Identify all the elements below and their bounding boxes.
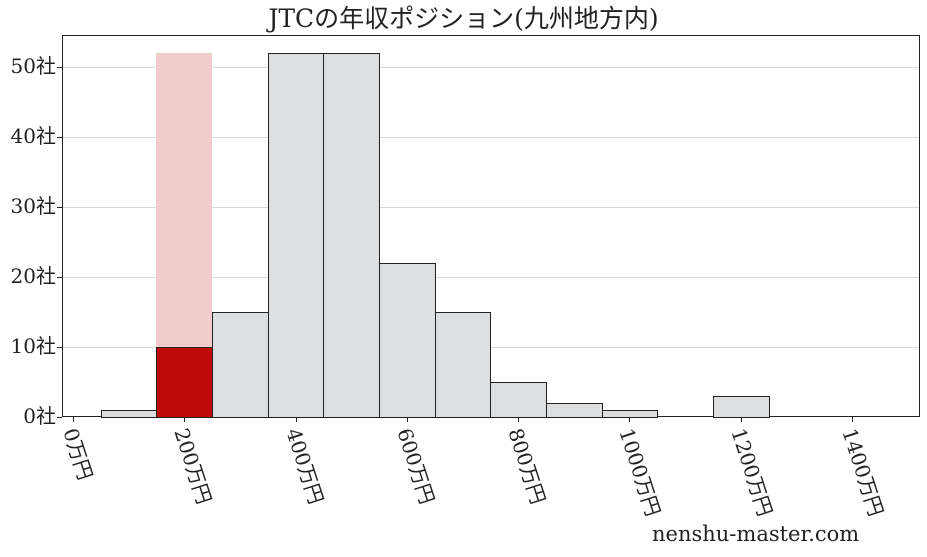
y-tick-mark [57, 207, 62, 208]
x-tick-label: 0万円 [58, 425, 98, 483]
x-tick-label: 1400万円 [837, 425, 889, 520]
gridline [63, 67, 919, 68]
y-tick-mark [57, 137, 62, 138]
x-tick-mark [184, 417, 186, 422]
x-tick-mark [295, 417, 297, 422]
y-tick-mark [57, 277, 62, 278]
x-tick-mark [629, 417, 631, 422]
chart-title: JTCの年収ポジション(九州地方内) [268, 4, 659, 33]
y-tick-label: 10社 [10, 334, 56, 358]
histogram-bar [545, 403, 603, 418]
x-tick-mark [406, 417, 408, 422]
histogram-bar [212, 312, 269, 418]
histogram-bar [100, 410, 158, 418]
x-tick-mark [852, 417, 853, 422]
x-tick-label: 800万円 [503, 425, 551, 508]
gridline [63, 207, 919, 208]
x-tick-label: 1000万円 [614, 425, 666, 520]
y-tick-label: 30社 [10, 194, 56, 218]
watermark: nenshu-master.com [652, 522, 860, 546]
histogram-bar-highlight [156, 347, 214, 418]
gridline [63, 137, 919, 138]
x-tick-label: 1200万円 [726, 425, 777, 520]
y-tick-label: 40社 [10, 124, 56, 148]
histogram-bar [712, 396, 770, 418]
y-tick-label: 50社 [10, 54, 56, 78]
histogram-bar [267, 53, 325, 418]
y-tick-mark [57, 67, 62, 68]
x-tick-mark [73, 417, 74, 422]
y-tick-mark [57, 417, 62, 418]
x-tick-mark [518, 417, 520, 422]
x-tick-label: 400万円 [280, 425, 328, 508]
gridline [63, 277, 919, 278]
y-tick-label: 20社 [10, 264, 56, 288]
y-tick-label: 0社 [23, 404, 56, 428]
y-tick-mark [57, 347, 62, 348]
histogram-bar [434, 312, 492, 418]
histogram-bar [379, 263, 436, 418]
histogram-bar [323, 53, 381, 418]
histogram-bar [490, 382, 547, 418]
x-tick-label: 600万円 [392, 425, 440, 508]
x-tick-label: 200万円 [169, 425, 217, 508]
plot-area [62, 35, 920, 418]
x-tick-mark [740, 417, 742, 422]
